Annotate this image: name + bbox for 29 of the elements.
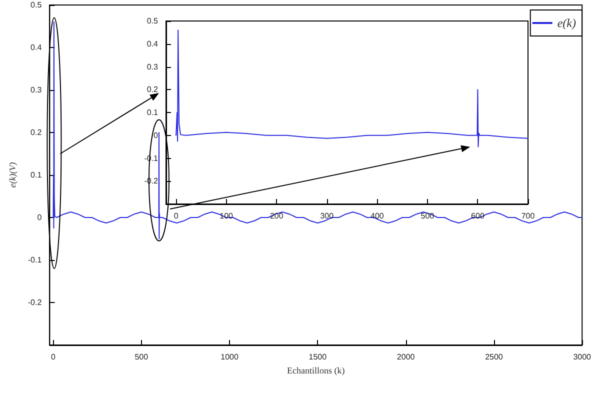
y-axis-title: e(k)(V) xyxy=(8,162,18,188)
x-tick-label: 3000 xyxy=(573,352,592,362)
y-tick-label: 0.2 xyxy=(146,85,159,94)
y-tick-label: 0.5 xyxy=(146,16,159,26)
x-tick-label: 300 xyxy=(320,212,334,220)
x-tick-label: 2000 xyxy=(396,352,416,362)
x-tick-label: 0 xyxy=(174,212,179,220)
legend-label: e(k) xyxy=(557,16,576,30)
y-tick-label: 0.3 xyxy=(146,62,159,72)
y-tick-label: 0.1 xyxy=(30,170,42,180)
y-tick-label: 0 xyxy=(154,130,159,140)
x-axis-title: Echantillons (k) xyxy=(287,365,345,376)
y-tick-label: -0.1 xyxy=(28,256,42,264)
x-tick-label: 500 xyxy=(420,212,435,220)
x-tick-label: 500 xyxy=(134,352,149,362)
y-tick-label: 0.4 xyxy=(30,43,42,52)
y-tick-label: 0.4 xyxy=(146,39,159,48)
y-tick-label: 0.2 xyxy=(30,128,42,137)
y-tick-label: 0.5 xyxy=(30,0,42,10)
x-tick-label: 0 xyxy=(50,352,56,362)
y-tick-label: -0.2 xyxy=(28,298,42,307)
x-tick-label: 400 xyxy=(370,212,384,220)
x-tick-label: 2500 xyxy=(485,352,504,362)
x-tick-label: 1000 xyxy=(220,352,239,362)
y-tick-label: 0.3 xyxy=(30,86,42,94)
y-tick-label: 0.1 xyxy=(146,108,159,117)
x-tick-label: 1500 xyxy=(308,352,328,362)
x-tick-label: 200 xyxy=(270,212,284,220)
x-tick-label: 700 xyxy=(521,212,536,220)
